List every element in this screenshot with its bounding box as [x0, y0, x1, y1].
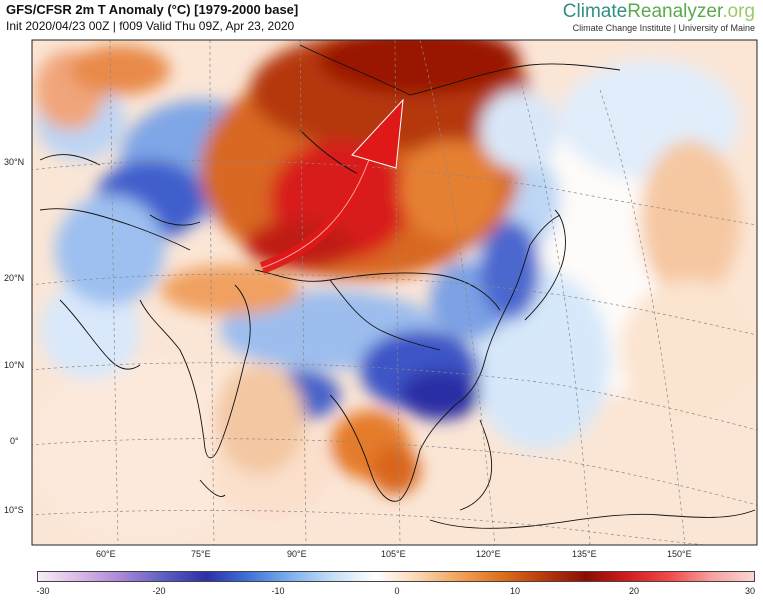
lon-label-75e: 75°E	[191, 549, 211, 559]
heat-arrow	[259, 98, 404, 274]
colorbar-tick: -20	[152, 586, 166, 596]
colorbar-tick: 30	[744, 586, 756, 596]
colorbar-tick: -10	[271, 586, 285, 596]
graticule	[32, 40, 757, 545]
lat-label-10n: 10°N	[4, 360, 25, 370]
lon-label-60e: 60°E	[96, 549, 116, 559]
lon-label-90e: 90°E	[287, 549, 307, 559]
lat-label-20n: 20°N	[4, 273, 25, 283]
colorbar	[37, 571, 755, 582]
brand-part-2: Reanalyzer	[627, 1, 723, 22]
lat-label-30n: 30°N	[4, 157, 25, 167]
lat-label-0: 0°	[10, 436, 19, 446]
lat-label-10s: 10°S	[4, 505, 24, 515]
lon-label-120e: 120°E	[476, 549, 501, 559]
map-title: GFS/CFSR 2m T Anomaly (°C) [1979-2000 ba…	[6, 2, 299, 17]
map-subtitle: Init 2020/04/23 00Z | f009 Valid Thu 09Z…	[6, 19, 295, 33]
colorbar-tick: 20	[628, 586, 640, 596]
anomaly-field	[32, 40, 757, 545]
brand-part-3: .org	[722, 1, 755, 22]
brand-affiliation: Climate Change Institute | University of…	[572, 23, 755, 33]
brand-part-1: Climate	[562, 1, 628, 22]
lon-label-135e: 135°E	[572, 549, 597, 559]
colorbar-tick: 0	[394, 586, 400, 596]
colorbar-tick: 10	[509, 586, 521, 596]
colorbar-tick: -30	[36, 586, 50, 596]
brand-logo[interactable]: ClimateReanalyzer.org	[563, 1, 755, 23]
lon-label-105e: 105°E	[381, 549, 406, 559]
lon-label-150e: 150°E	[667, 549, 692, 559]
